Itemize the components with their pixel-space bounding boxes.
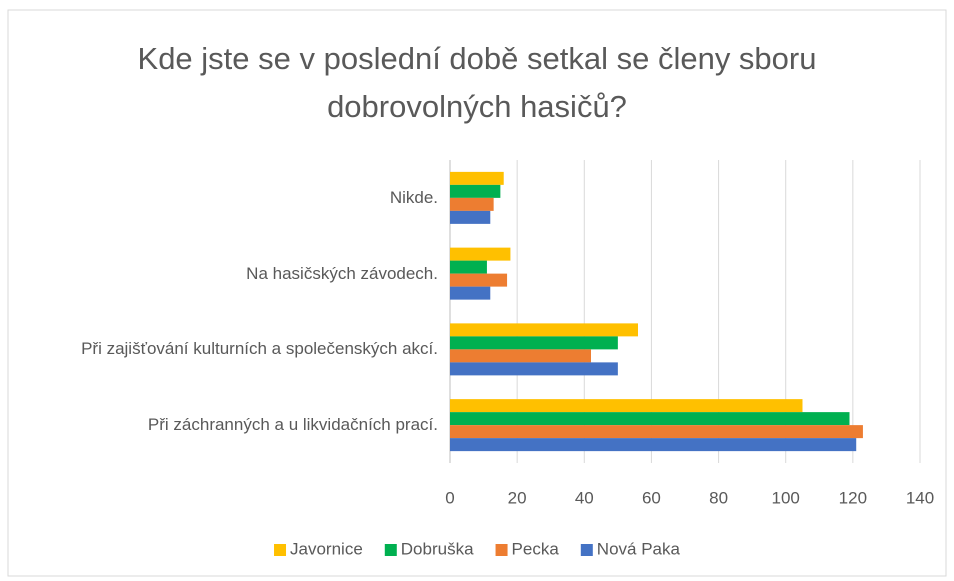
bar — [450, 197, 494, 211]
title-box: Kde jste se v poslední době setkal se čl… — [137, 41, 817, 124]
bar — [450, 323, 638, 337]
legend-swatch — [495, 544, 508, 556]
y-tick-label: Při zajišťování kulturních a společenský… — [81, 339, 438, 359]
bar — [450, 260, 487, 274]
bar — [450, 438, 857, 452]
bar — [450, 412, 850, 426]
x-tick-label: 80 — [709, 488, 728, 507]
x-tick-label: 140 — [906, 488, 934, 507]
y-tick-label: Nikde. — [389, 187, 438, 207]
legend-label: Nová Paka — [597, 539, 681, 558]
bar — [450, 425, 863, 439]
bar — [450, 210, 491, 224]
y-tick-label: Na hasičských závodech. — [246, 263, 438, 283]
legend-label: Dobruška — [401, 539, 474, 558]
bar — [450, 247, 511, 261]
legend-swatch — [580, 544, 593, 556]
legend-swatch — [384, 544, 397, 556]
bar — [450, 286, 491, 300]
legend-swatch — [274, 544, 287, 556]
bar — [450, 273, 508, 287]
legend-label: Javornice — [290, 539, 363, 558]
bar — [450, 171, 504, 185]
category-label-box: Při záchranných a u likvidačních prací. — [10, 413, 438, 437]
bar — [450, 349, 591, 363]
bar — [450, 399, 803, 413]
category-label-box: Při zajišťování kulturních a společenský… — [10, 337, 438, 361]
bar — [450, 184, 501, 198]
legend-label: Pecka — [512, 539, 560, 558]
x-tick-label: 100 — [772, 488, 800, 507]
x-tick-label: 120 — [839, 488, 867, 507]
y-tick-label: Při záchranných a u likvidačních prací. — [147, 415, 438, 435]
bar — [450, 362, 618, 376]
chart-title: Kde jste se v poslední době setkal se čl… — [137, 41, 817, 124]
category-label-box: Na hasičských závodech. — [10, 262, 438, 286]
category-label-box: Nikde. — [10, 186, 438, 210]
x-tick-label: 40 — [575, 488, 594, 507]
x-tick-label: 20 — [508, 488, 527, 507]
bar — [450, 336, 618, 350]
x-tick-label: 60 — [642, 488, 661, 507]
x-tick-label: 0 — [445, 488, 454, 507]
